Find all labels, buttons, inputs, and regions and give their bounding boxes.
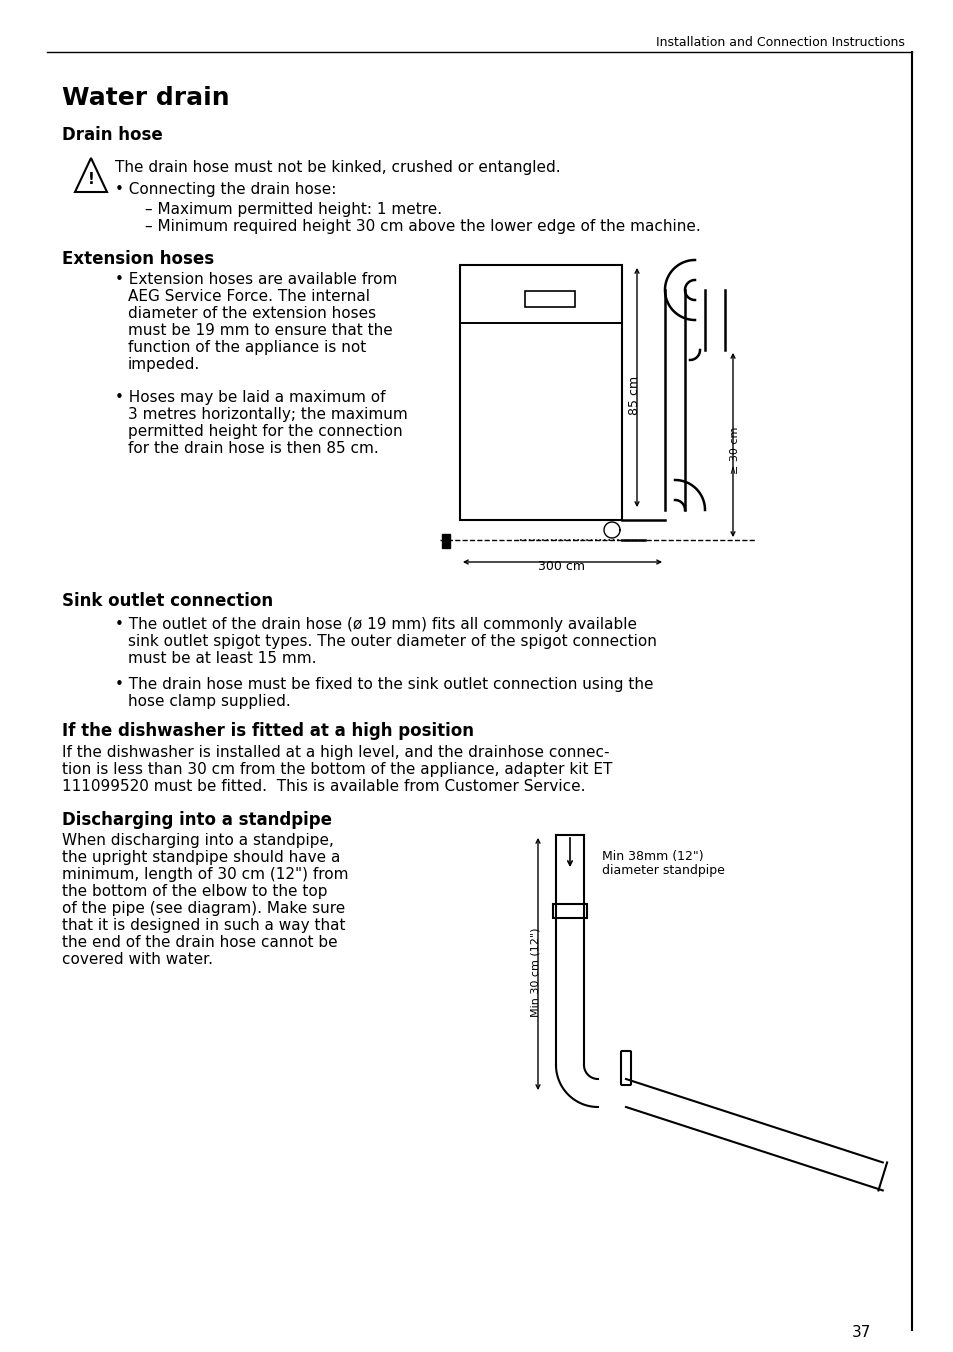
Text: When discharging into a standpipe,: When discharging into a standpipe, [62,833,334,848]
Bar [459,265,621,521]
Text: • The drain hose must be fixed to the sink outlet connection using the: • The drain hose must be fixed to the si… [115,677,653,692]
Text: The drain hose must not be kinked, crushed or entangled.: The drain hose must not be kinked, crush… [115,160,560,174]
Text: 300 cm: 300 cm [537,560,585,573]
Bar [553,904,586,918]
Text: that it is designed in such a way that: that it is designed in such a way that [62,918,345,933]
Text: 3 metres horizontally; the maximum: 3 metres horizontally; the maximum [128,407,407,422]
Text: !: ! [88,172,94,187]
Text: diameter of the extension hoses: diameter of the extension hoses [128,306,375,320]
Text: the upright standpipe should have a: the upright standpipe should have a [62,850,340,865]
Text: • Hoses may be laid a maximum of: • Hoses may be laid a maximum of [115,389,385,406]
Text: Discharging into a standpipe: Discharging into a standpipe [62,811,332,829]
Text: Drain hose: Drain hose [62,126,163,145]
Text: minimum, length of 30 cm (12") from: minimum, length of 30 cm (12") from [62,867,348,882]
Text: If the dishwasher is installed at a high level, and the drainhose connec-: If the dishwasher is installed at a high… [62,745,609,760]
Text: must be 19 mm to ensure that the: must be 19 mm to ensure that the [128,323,393,338]
Text: of the pipe (see diagram). Make sure: of the pipe (see diagram). Make sure [62,900,345,917]
Text: permitted height for the connection: permitted height for the connection [128,425,402,439]
Text: the end of the drain hose cannot be: the end of the drain hose cannot be [62,936,337,950]
Text: Water drain: Water drain [62,87,230,110]
Text: ≥ 30 cm: ≥ 30 cm [729,426,740,473]
Text: covered with water.: covered with water. [62,952,213,967]
Text: Min 38mm (12"): Min 38mm (12") [601,850,703,863]
Text: 37: 37 [851,1325,871,1340]
Text: Min 30 cm (12"): Min 30 cm (12") [531,927,540,1017]
Text: sink outlet spigot types. The outer diameter of the spigot connection: sink outlet spigot types. The outer diam… [128,634,657,649]
Text: for the drain hose is then 85 cm.: for the drain hose is then 85 cm. [128,441,378,456]
Text: 111099520 must be fitted.  This is available from Customer Service.: 111099520 must be fitted. This is availa… [62,779,585,794]
Text: AEG Service Force. The internal: AEG Service Force. The internal [128,289,370,304]
Text: Extension hoses: Extension hoses [62,250,213,268]
Text: Installation and Connection Instructions: Installation and Connection Instructions [656,37,904,49]
Text: diameter standpipe: diameter standpipe [601,864,724,877]
Text: • Extension hoses are available from: • Extension hoses are available from [115,272,397,287]
Text: 85 cm: 85 cm [628,376,640,415]
Bar [441,534,450,548]
Text: – Minimum required height 30 cm above the lower edge of the machine.: – Minimum required height 30 cm above th… [145,219,700,234]
Text: the bottom of the elbow to the top: the bottom of the elbow to the top [62,884,327,899]
Bar [524,291,575,307]
Text: hose clamp supplied.: hose clamp supplied. [128,694,291,708]
Text: Sink outlet connection: Sink outlet connection [62,592,273,610]
Text: function of the appliance is not: function of the appliance is not [128,339,366,356]
Text: • The outlet of the drain hose (ø 19 mm) fits all commonly available: • The outlet of the drain hose (ø 19 mm)… [115,617,637,631]
Text: must be at least 15 mm.: must be at least 15 mm. [128,652,316,667]
Text: tion is less than 30 cm from the bottom of the appliance, adapter kit ET: tion is less than 30 cm from the bottom … [62,763,612,777]
Text: – Maximum permitted height: 1 metre.: – Maximum permitted height: 1 metre. [145,201,441,218]
Text: • Connecting the drain hose:: • Connecting the drain hose: [115,183,336,197]
Text: If the dishwasher is fitted at a high position: If the dishwasher is fitted at a high po… [62,722,474,740]
Text: impeded.: impeded. [128,357,200,372]
